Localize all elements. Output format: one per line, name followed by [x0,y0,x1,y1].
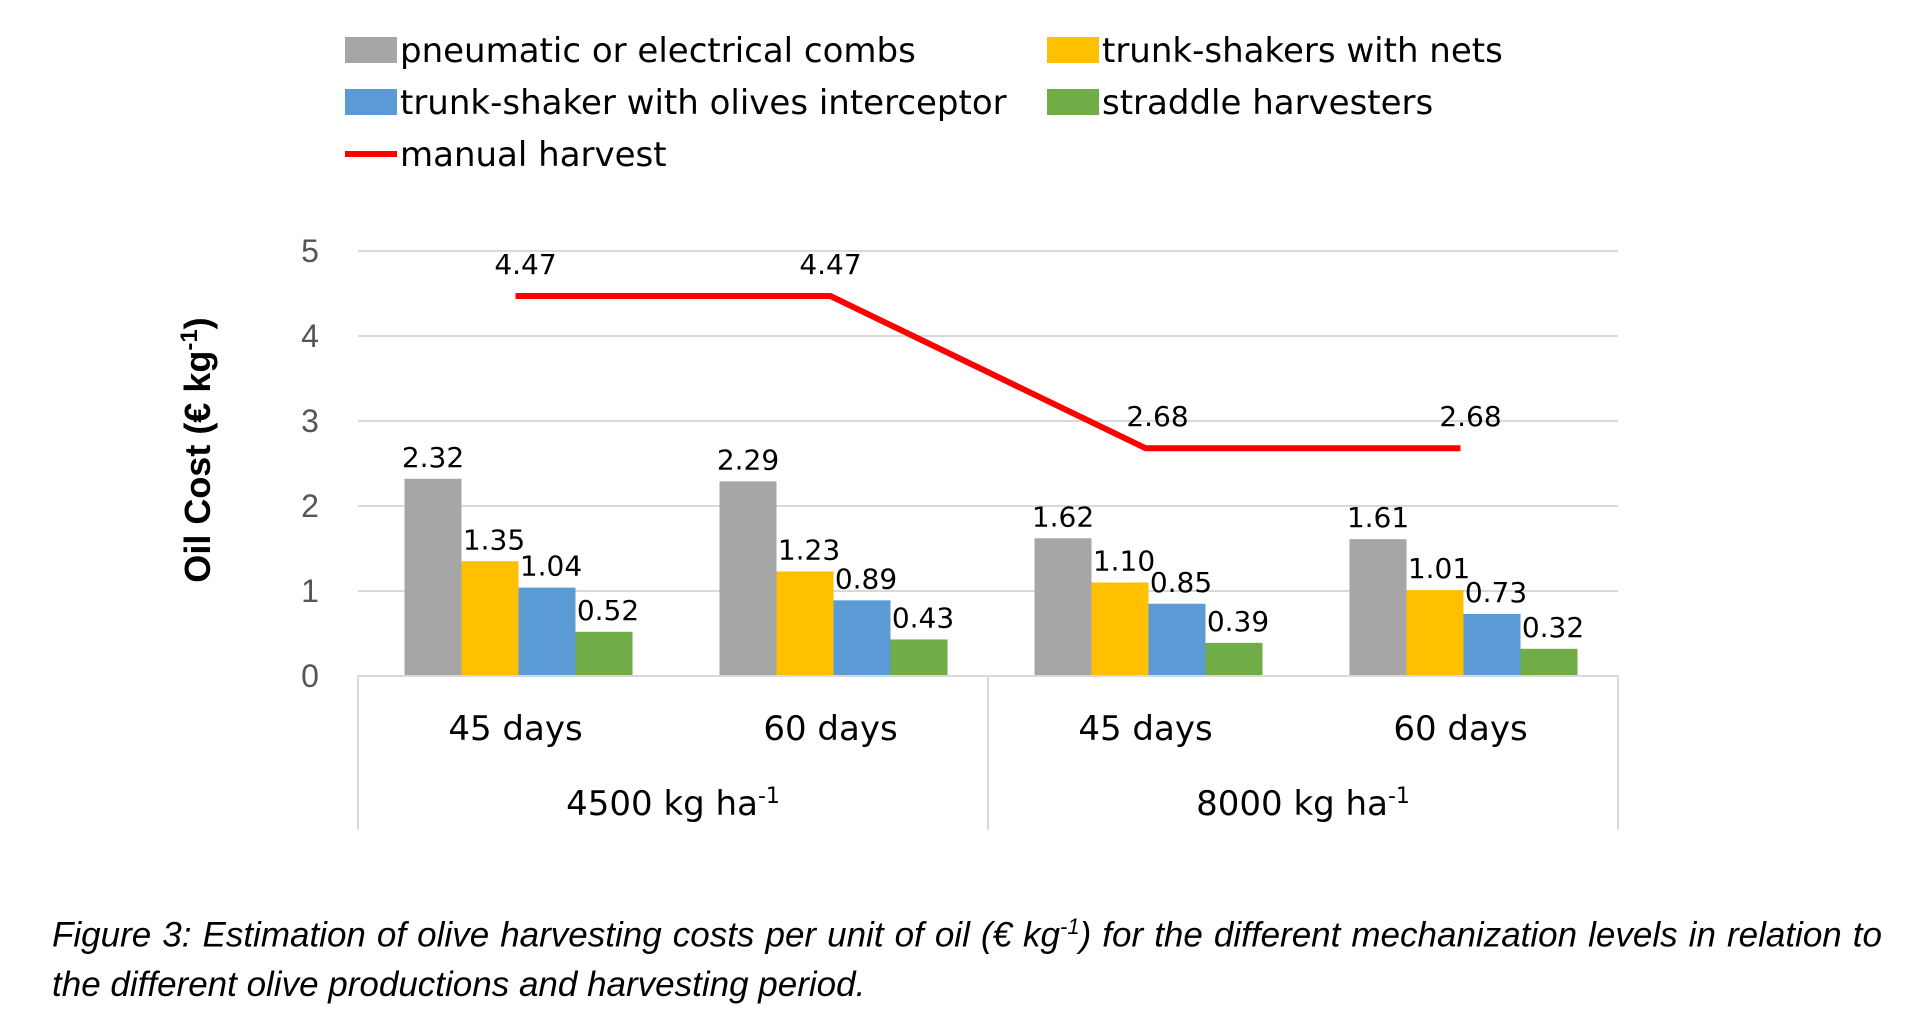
legend-swatch [1047,89,1099,115]
y-tick-label: 2 [301,488,319,524]
x-category-label: 60 days [763,709,897,749]
legend-swatch [345,37,397,63]
bar-0-1 [720,481,777,676]
chart-figure: pneumatic or electrical combs trunk-shake… [0,0,1912,890]
legend-label: pneumatic or electrical combs [400,31,916,71]
x-group-label-text: 4500 kg ha [566,784,758,824]
x-category-label: 60 days [1393,709,1527,749]
line-data-label: 4.47 [494,248,556,281]
bar-1-2 [1092,583,1149,677]
bar-data-label: 0.43 [892,601,954,634]
bar-data-label: 0.85 [1150,566,1212,599]
y-axis-ticks: 0 1 2 3 4 5 [301,233,319,694]
bar-data-label: 0.39 [1207,605,1269,638]
x-group-label-text: 8000 kg ha [1196,784,1388,824]
legend-label: manual harvest [400,135,667,175]
manual-harvest-line [516,296,1461,448]
bar-2-2 [1149,604,1206,676]
bar-data-label: 0.32 [1522,611,1584,644]
bar-2-3 [1464,614,1521,676]
y-axis-label-close: ) [177,317,218,329]
line-data-label: 4.47 [799,248,861,281]
line-data-label: 2.68 [1126,400,1188,433]
bar-data-label: 1.23 [778,533,840,566]
x-category-label: 45 days [1078,709,1212,749]
bar-data-label: 1.61 [1347,501,1409,534]
legend-swatch [345,89,397,115]
bar-data-label: 0.89 [835,562,897,595]
bar-1-1 [777,571,834,676]
bar-data-label: 0.52 [577,594,639,627]
chart-legend: pneumatic or electrical combs trunk-shake… [345,31,1503,175]
bar-3-0 [576,632,633,676]
y-axis-label-superscript: -1 [176,329,203,350]
legend-label: straddle harvesters [1102,83,1433,123]
bar-data-label: 1.04 [520,550,582,583]
bar-2-1 [834,600,891,676]
bar-2-0 [519,588,576,676]
y-tick-label: 0 [301,658,319,694]
x-group-label-superscript: -1 [758,784,780,809]
bar-0-3 [1350,539,1407,676]
bar-data-label: 1.01 [1408,552,1470,585]
bar-data-label: 1.35 [463,523,525,556]
y-tick-label: 4 [301,318,319,354]
x-group-label: 4500 kg ha-1 [566,784,780,825]
line-series [515,296,1460,448]
bar-3-1 [891,639,948,676]
y-axis-label-text: Oil Cost (€ kg [177,351,218,583]
bar-3-3 [1521,649,1578,676]
y-tick-label: 5 [301,233,319,269]
bar-1-3 [1407,590,1464,676]
bar-data-label: 1.10 [1093,545,1155,578]
bar-0-2 [1035,538,1092,676]
chart-gridlines [358,251,1618,591]
legend-label: trunk-shaker with olives interceptor [400,83,1007,123]
y-tick-label: 3 [301,403,319,439]
bar-data-label: 0.73 [1465,576,1527,609]
legend-swatch [1047,37,1099,63]
line-data-label: 2.68 [1439,400,1501,433]
caption-part-1: Figure 3: Estimation of olive harvesting… [52,916,1060,955]
figure-caption: Figure 3: Estimation of olive harvesting… [52,902,1882,1009]
x-category-label: 45 days [448,709,582,749]
legend-label: trunk-shakers with nets [1102,31,1503,71]
bar-0-0 [405,479,462,676]
bar-3-2 [1206,643,1263,676]
bar-data-label: 2.29 [717,443,779,476]
bar-data-label: 2.32 [402,441,464,474]
caption-superscript: -1 [1060,914,1080,939]
x-group-label: 8000 kg ha-1 [1196,784,1410,825]
x-group-label-superscript: -1 [1388,784,1410,809]
bar-data-label: 1.62 [1032,500,1094,533]
y-tick-label: 1 [301,573,319,609]
bar-1-0 [462,561,519,676]
y-axis-label: Oil Cost (€ kg-1) [176,317,219,582]
